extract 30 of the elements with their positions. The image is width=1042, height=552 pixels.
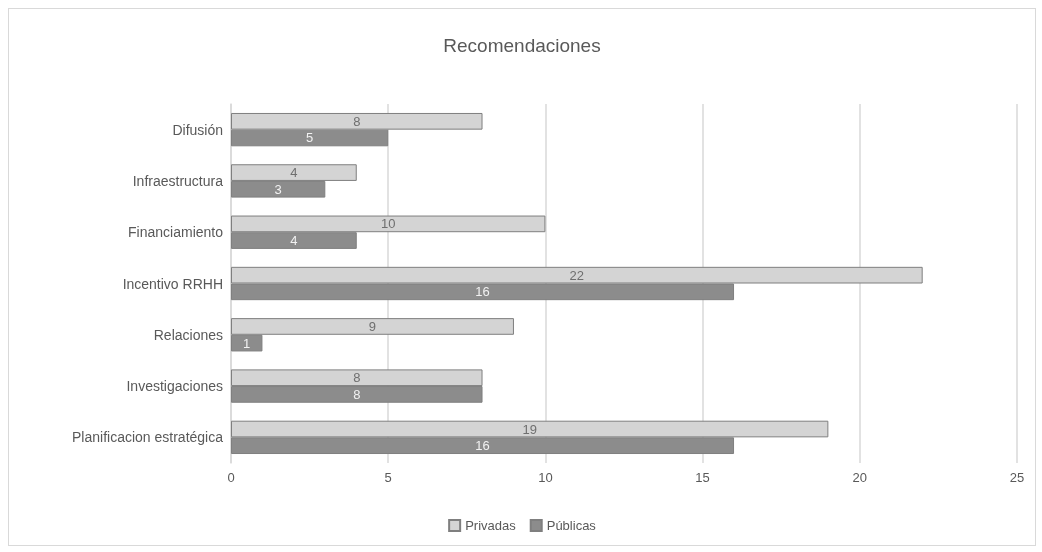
y-tick-label: Financiamiento <box>128 224 224 241</box>
data-label: 5 <box>305 130 314 146</box>
data-label: 8 <box>353 370 361 386</box>
data-label: 9 <box>368 318 377 334</box>
x-tick-label: 25 <box>1009 470 1025 485</box>
y-tick-label: Difusión <box>172 121 223 138</box>
data-label: 10 <box>380 216 396 232</box>
data-label: 19 <box>522 421 537 437</box>
y-tick-label: Incentivo RRHH <box>122 275 223 292</box>
data-label: 4 <box>290 165 298 181</box>
y-tick-label: Planificacion estratégica <box>72 429 224 446</box>
y-tick-label: Infraestructura <box>132 172 224 189</box>
data-label: 8 <box>353 113 361 129</box>
legend-label: Privadas <box>465 518 517 533</box>
y-tick-label: Relaciones <box>153 326 223 343</box>
y-tick-label: Investigaciones <box>126 378 223 395</box>
chart-title: Recomendaciones <box>443 35 601 56</box>
data-label: 3 <box>274 181 282 197</box>
x-tick-label: 15 <box>695 470 710 485</box>
data-label: 8 <box>353 386 361 402</box>
x-tick-label: 20 <box>852 470 868 485</box>
data-label: 1 <box>243 335 251 351</box>
data-label: 16 <box>475 438 490 454</box>
x-tick-label: 10 <box>538 470 553 485</box>
x-tick-label: 5 <box>384 470 392 485</box>
data-label: 4 <box>290 233 298 249</box>
data-label: 22 <box>569 267 585 283</box>
x-tick-label: 0 <box>227 470 235 485</box>
legend-label: Públicas <box>546 518 597 533</box>
data-label: 16 <box>475 284 490 300</box>
